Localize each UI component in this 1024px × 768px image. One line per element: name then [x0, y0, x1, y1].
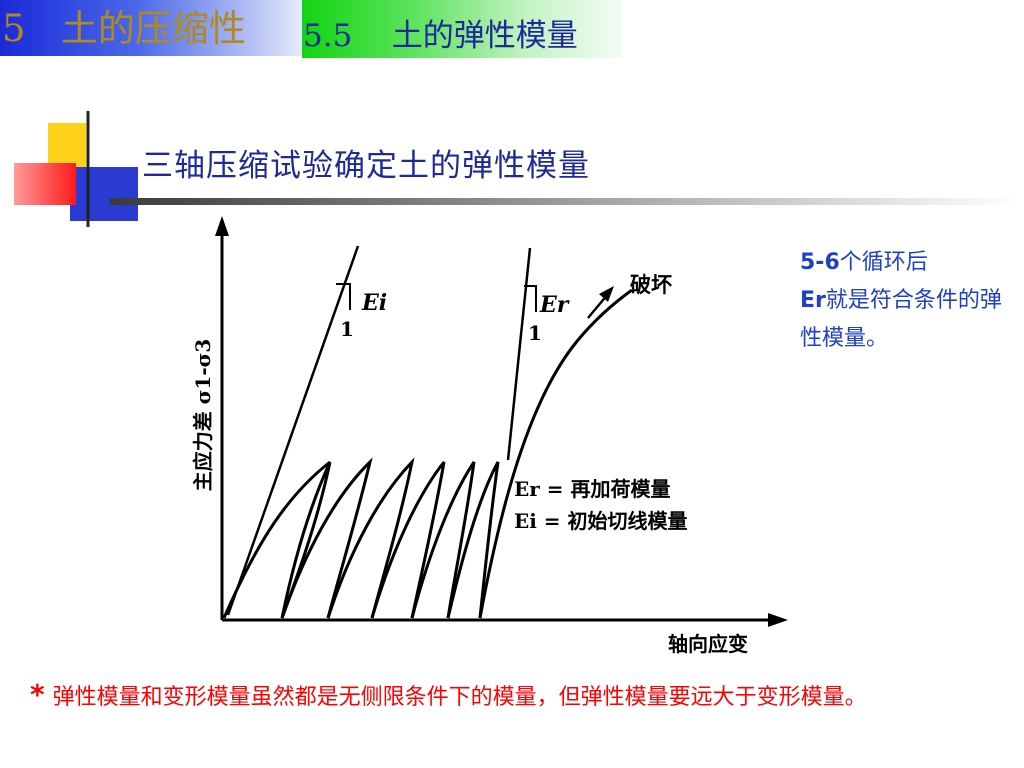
loop-5: [410, 461, 476, 619]
slide-heading: 三轴压缩试验确定土的弹性模量: [142, 148, 590, 184]
y-axis-arrow: [215, 216, 229, 236]
reload-slope-triangle: [524, 285, 537, 312]
chapter-header-band: [0, 0, 302, 56]
legend-initial-modulus: Ei = 初始切线模量: [514, 509, 688, 533]
initial-slope-run: 1: [340, 317, 354, 341]
reload-tangent-line: [506, 247, 532, 461]
initial-slope-label: Ei: [361, 290, 387, 316]
y-axis-label: 主应力差 σ1-σ3: [191, 339, 215, 492]
heading-underline: [110, 198, 1020, 205]
loop-2: [280, 457, 373, 619]
section-title: 5.5 土的弹性模量: [303, 18, 578, 54]
x-axis-arrow: [768, 613, 788, 627]
cycle-note-er: Er: [800, 288, 826, 313]
x-axis-label: 轴向应变: [668, 632, 748, 656]
failure-arrow-head: [599, 286, 614, 302]
initial-loading-curve: [222, 460, 331, 619]
footnote-star: *: [30, 678, 45, 711]
initial-tangent-line: [226, 245, 360, 616]
failure-label: 破坏: [630, 272, 672, 297]
deco-red-square: [14, 163, 76, 205]
cycle-count: 5-6: [800, 250, 840, 275]
footnote-text: 弹性模量和变形模量虽然都是无侧限条件下的模量，但弹性模量要远大于变形模量。: [52, 685, 867, 710]
deco-blue-square: [70, 167, 138, 221]
cycle-note-after: 个循环后: [839, 250, 928, 275]
decorative-blocks: [14, 111, 138, 227]
chapter-title: 5 土的压缩性: [2, 7, 246, 50]
hysteresis-loops: [280, 457, 500, 619]
footnote: * 弹性模量和变形模量虽然都是无侧限条件下的模量，但弹性模量要远大于变形模量。: [30, 678, 990, 715]
cycle-note-rest: 就是符合条件的弹性模量。: [800, 288, 1002, 351]
initial-slope-triangle: [336, 283, 351, 310]
legend-reload-modulus: Er = 再加荷模量: [514, 477, 670, 501]
stress-strain-diagram: 主应力差 σ1-σ3 轴向应变 Ei 1 Er 1 破坏 Er = 再加荷模量 …: [191, 216, 788, 656]
loop-4: [370, 461, 446, 619]
reload-slope-run: 1: [528, 321, 542, 345]
loop-6: [446, 461, 500, 619]
section-header-band: [302, 0, 622, 58]
cycle-note: 5-6个循环后 Er就是符合条件的弹性模量。: [800, 244, 1010, 358]
failure-curve: [478, 288, 633, 619]
reload-slope-label: Er: [539, 292, 570, 318]
loop-3: [326, 457, 415, 619]
